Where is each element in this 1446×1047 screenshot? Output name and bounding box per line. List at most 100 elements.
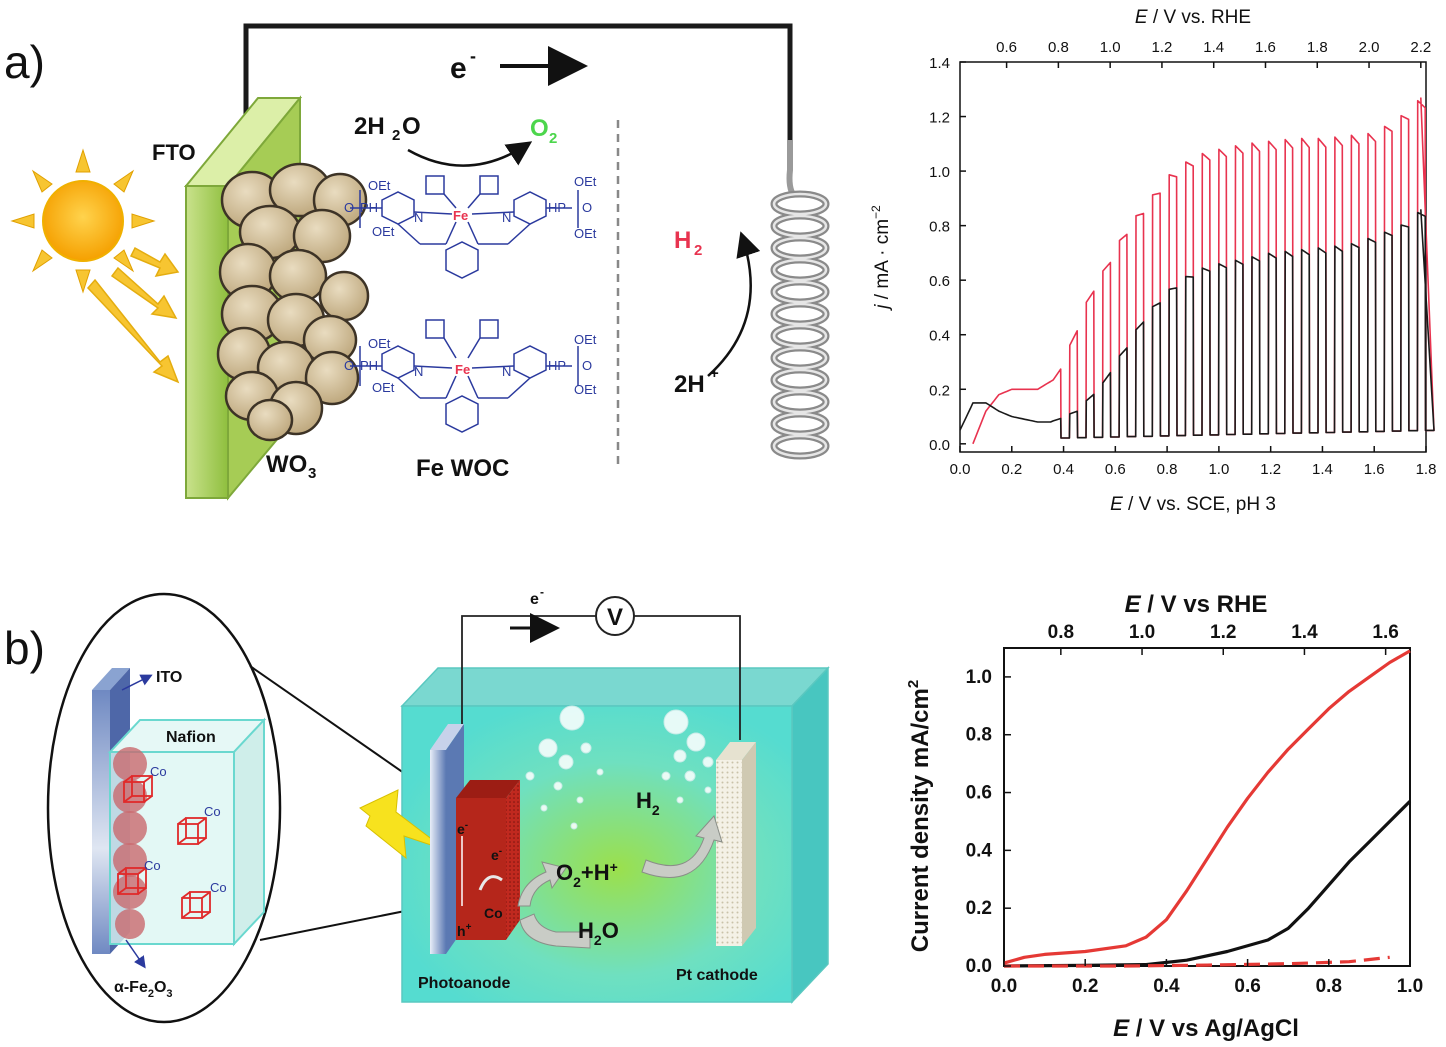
bubbles xyxy=(525,705,714,830)
fe-woc-labels-top: Fe OEt OEt O PH N N HP OEt OEt O xyxy=(344,174,597,241)
svg-text:O: O xyxy=(344,358,354,373)
svg-text:-: - xyxy=(540,585,544,599)
light-arrows-a xyxy=(86,246,180,384)
chart-b-top-xtick-label: 1.0 xyxy=(1129,622,1155,643)
fe-woc-label: Fe WOC xyxy=(416,455,509,482)
chart-a-ytick-label: 0.2 xyxy=(929,382,950,399)
svg-text:O2+H+: O2+H+ xyxy=(556,859,618,890)
nafion-box xyxy=(107,717,267,947)
chart-a-top-xtick-label: 1.6 xyxy=(1255,39,1276,56)
reaction-arrows-b xyxy=(517,815,723,949)
electron-flow-b: e - xyxy=(510,585,560,643)
svg-text:N: N xyxy=(414,364,423,379)
circuit-wire-a xyxy=(243,23,793,140)
chart-a-top-xtick-label: 1.0 xyxy=(1100,39,1121,56)
svg-text:PH: PH xyxy=(360,358,378,373)
chart-b-xtick-label: 1.0 xyxy=(1397,976,1423,997)
svg-text:HP: HP xyxy=(548,358,566,373)
svg-text:ITO: ITO xyxy=(156,669,182,686)
electron-sup-a: - xyxy=(470,46,476,66)
chart-a-ytick-label: 0.4 xyxy=(929,328,950,345)
chart-a-ytick-label: 0.0 xyxy=(929,437,950,454)
svg-text:+: + xyxy=(710,365,719,382)
wo3-label: WO 3 xyxy=(266,451,316,482)
chart-b-ytick-label: 0.8 xyxy=(966,725,992,746)
hydrogen-label-a: H xyxy=(674,227,691,254)
chart-b-ticks: 0.0 0.2 0.4 0.6 0.8 1.0 0.0 0.2 0.4 0.6 0.8 1.0 0.8 1… xyxy=(966,622,1424,997)
svg-text:OEt: OEt xyxy=(368,336,391,351)
chart-b-y-axis-title: Current density mA/cm2 xyxy=(905,680,934,952)
chart-a-ytick-label: 1.2 xyxy=(929,110,950,127)
svg-text:2: 2 xyxy=(392,127,400,144)
chart-b-top-xtick-label: 1.2 xyxy=(1210,622,1236,643)
panel-a-label: a) xyxy=(4,36,45,88)
fe2o3-label: α-Fe2O3 xyxy=(114,939,173,1000)
svg-text:e: e xyxy=(530,591,539,608)
chart-a-top-xtick-label: 0.6 xyxy=(996,39,1017,56)
svg-text:Co: Co xyxy=(144,858,161,873)
svg-text:Co: Co xyxy=(150,764,167,779)
chart-b-top-xtick-label: 0.8 xyxy=(1048,622,1074,643)
pt-coil-cathode-a xyxy=(770,140,830,460)
photoanode-charges: e- e- h+ Co xyxy=(457,820,503,939)
svg-text:N: N xyxy=(502,364,511,379)
co-labels: Co Co Co Co xyxy=(144,764,227,895)
voltmeter-icon: V xyxy=(595,596,635,636)
svg-text:O: O xyxy=(344,200,354,215)
nafion-label: Nafion xyxy=(166,729,216,746)
pt-cathode xyxy=(716,742,756,946)
svg-text:e-: e- xyxy=(491,846,502,863)
chart-a-xtick-label: 1.0 xyxy=(1208,461,1229,478)
fe-woc-molecule-bottom xyxy=(350,319,579,433)
electron-flow-a: e - xyxy=(450,46,588,86)
chart-a-ytick-label: 0.8 xyxy=(929,219,950,236)
chart-a-top-xtick-label: 0.8 xyxy=(1048,39,1069,56)
oxidation-arrow xyxy=(407,141,533,167)
chart-a-ticks: 0.0 0.2 0.4 0.6 0.8 1.0 1.2 1.4 1.6 1.8 0.0 0.2 0.4 0… xyxy=(929,39,1436,478)
chart-a-xtick-label: 0.6 xyxy=(1105,461,1126,478)
chart-a-xtick-label: 1.6 xyxy=(1364,461,1385,478)
svg-text:Co: Co xyxy=(484,905,503,921)
svg-text:2: 2 xyxy=(694,242,702,259)
chart-b-xtick-label: 0.0 xyxy=(991,976,1017,997)
fto-label: FTO xyxy=(152,140,196,165)
chart-a-xtick-label: 1.4 xyxy=(1312,461,1333,478)
reaction-labels-b: H2 O2+H+ H2O Photoanode Pt cathode xyxy=(418,788,758,992)
chart-a-xtick-label: 0.4 xyxy=(1053,461,1074,478)
svg-text:h+: h+ xyxy=(457,922,472,939)
oxygen-label-a: O xyxy=(530,115,549,142)
fe-woc-labels-bottom: Fe OEt OEt O PH N N HP OEt OEt O xyxy=(344,332,597,397)
svg-text:OEt: OEt xyxy=(574,332,597,347)
svg-text:OEt: OEt xyxy=(574,382,597,397)
chart-b-ytick-label: 0.0 xyxy=(966,956,992,977)
chart-b-ytick-label: 0.6 xyxy=(966,783,992,804)
chart-b-top-axis-title: E / V vs RHE xyxy=(1125,591,1268,618)
ito-label: ITO xyxy=(121,669,182,691)
proton-label-a: 2H xyxy=(674,371,705,398)
hydrogen-evolution-a: H 2 2H + xyxy=(674,227,761,398)
chart-b-xtick-label: 0.4 xyxy=(1153,976,1180,997)
chart-b: 0.0 0.2 0.4 0.6 0.8 1.0 0.0 0.2 0.4 0.6 0.8 1.0 0.8 1… xyxy=(905,591,1423,1042)
chart-a-y-axis-title: j / mA · cm−2 xyxy=(869,205,893,312)
chart-a-top-xtick-label: 2.2 xyxy=(1410,39,1431,56)
chart-a-top-xtick-label: 1.4 xyxy=(1203,39,1224,56)
chart-b-xtick-label: 0.2 xyxy=(1072,976,1098,997)
svg-text:H2: H2 xyxy=(636,788,660,818)
svg-text:e-: e- xyxy=(457,820,468,837)
chart-a-top-xtick-label: 1.2 xyxy=(1152,39,1173,56)
chart-b-xtick-label: 0.6 xyxy=(1234,976,1260,997)
lightning-icon xyxy=(359,789,447,860)
panel-b-schematic: b) xyxy=(4,585,830,1024)
chart-b-x-axis-title: E / V vs Ag/AgCl xyxy=(1113,1015,1299,1042)
chart-a-xtick-label: 1.8 xyxy=(1416,461,1437,478)
svg-text:HP: HP xyxy=(548,200,566,215)
svg-text:H2O: H2O xyxy=(578,918,619,948)
svg-text:OEt: OEt xyxy=(574,226,597,241)
chart-b-xtick-label: 0.8 xyxy=(1316,976,1342,997)
chart-b-ytick-label: 0.2 xyxy=(966,898,992,919)
chart-a-x-axis-title: E / V vs. SCE, pH 3 xyxy=(1110,494,1276,515)
fe-woc-molecule-top xyxy=(350,175,579,279)
svg-text:N: N xyxy=(414,210,423,225)
chart-b-top-xtick-label: 1.6 xyxy=(1372,622,1398,643)
